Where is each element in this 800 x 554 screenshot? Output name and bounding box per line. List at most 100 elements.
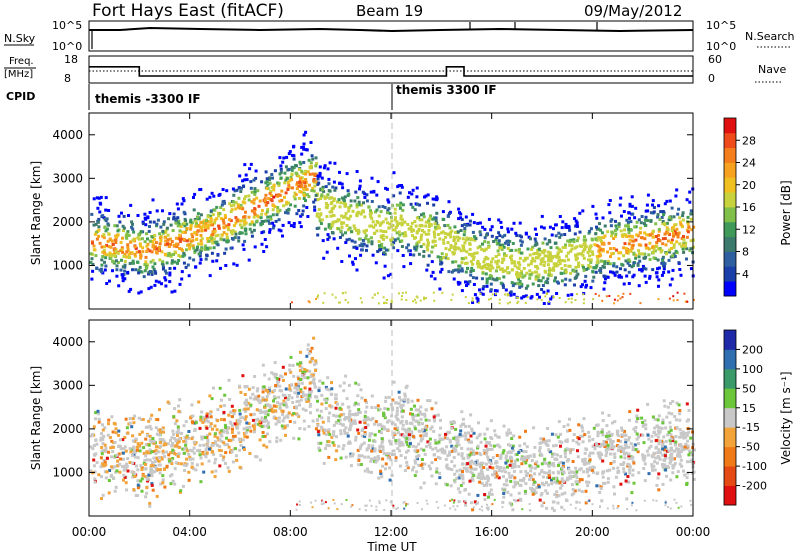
heatmap-cell: [501, 284, 505, 288]
heatmap-cell: [267, 219, 270, 223]
heatmap-cell: [540, 504, 544, 508]
heatmap-cell: [221, 458, 225, 462]
heatmap-cell: [187, 430, 191, 433]
heatmap-cell: [467, 302, 470, 305]
heatmap-cell: [146, 425, 150, 429]
heatmap-cell: [437, 226, 441, 230]
heatmap-cell: [153, 262, 157, 266]
heatmap-cell: [624, 224, 628, 228]
heatmap-cell: [239, 390, 243, 394]
heatmap-cell: [652, 210, 656, 214]
heatmap-cell: [639, 221, 643, 225]
heatmap-cell: [420, 218, 424, 222]
heatmap-cell: [397, 390, 401, 394]
heatmap-cell: [380, 475, 384, 479]
heatmap-cell: [678, 268, 682, 271]
heatmap-cell: [279, 176, 283, 180]
heatmap-cell: [234, 221, 238, 225]
heatmap-cell: [392, 171, 396, 175]
heatmap-cell: [302, 142, 306, 146]
heatmap-cell: [546, 281, 550, 285]
heatmap-cell: [532, 483, 536, 486]
heatmap-cell: [237, 239, 241, 243]
heatmap-cell: [343, 429, 346, 432]
heatmap-cell: [107, 422, 110, 426]
heatmap-cell: [358, 237, 362, 241]
heatmap-cell: [623, 429, 626, 433]
heatmap-cell: [457, 476, 461, 480]
heatmap-cell: [471, 301, 475, 304]
heatmap-cell: [353, 240, 357, 244]
heatmap-cell: [347, 301, 350, 304]
heatmap-cell: [199, 258, 203, 262]
heatmap-cell: [332, 430, 335, 434]
heatmap-cell: [342, 412, 346, 416]
heatmap-cell: [122, 457, 125, 461]
heatmap-cell: [317, 441, 321, 445]
heatmap-cell: [458, 281, 462, 285]
heatmap-cell: [144, 260, 148, 264]
heatmap-cell: [244, 227, 248, 231]
heatmap-cell: [200, 437, 204, 441]
heatmap-cell: [470, 266, 474, 270]
heatmap-cell: [100, 270, 104, 274]
heatmap-cell: [200, 242, 204, 246]
heatmap-cell: [448, 440, 452, 444]
heatmap-cell: [425, 297, 427, 300]
heatmap-cell: [348, 409, 352, 413]
heatmap-cell: [544, 461, 548, 465]
heatmap-cell: [481, 242, 484, 246]
heatmap-cell: [89, 445, 93, 449]
heatmap-cell: [431, 245, 434, 249]
heatmap-cell: [299, 162, 303, 166]
heatmap-cell: [530, 459, 534, 462]
heatmap-cell: [557, 464, 560, 467]
heatmap-cell: [624, 433, 628, 437]
heatmap-cell: [641, 236, 645, 240]
heatmap-cell: [326, 237, 330, 241]
heatmap-cell: [222, 221, 226, 225]
heatmap-cell: [126, 230, 130, 234]
heatmap-cell: [485, 284, 489, 288]
heatmap-cell: [203, 436, 207, 440]
heatmap-cell: [489, 264, 493, 268]
heatmap-cell: [636, 262, 640, 266]
heatmap-cell: [277, 181, 281, 185]
heatmap-cell: [152, 220, 156, 224]
heatmap-cell: [262, 443, 266, 447]
heatmap-cell: [297, 382, 301, 386]
heatmap-cell: [285, 405, 289, 409]
heatmap-cell: [482, 484, 486, 487]
heatmap-cell: [94, 417, 97, 421]
heatmap-cell: [612, 264, 616, 268]
heatmap-cell: [415, 242, 419, 246]
heatmap-cell: [417, 463, 421, 467]
heatmap-cell: [248, 425, 252, 429]
heatmap-cell: [442, 256, 446, 259]
heatmap-cell: [352, 224, 356, 228]
heatmap-cell: [446, 454, 450, 458]
heatmap-cell: [126, 431, 130, 435]
heatmap-cell: [629, 220, 633, 224]
heatmap-cell: [530, 247, 534, 251]
heatmap-cell: [321, 381, 325, 385]
heatmap-cell: [542, 226, 546, 230]
heatmap-cell: [158, 245, 161, 249]
heatmap-cell: [173, 243, 177, 247]
heatmap-cell: [332, 199, 336, 203]
heatmap-cell: [143, 240, 147, 244]
heatmap-cell: [308, 165, 312, 169]
heatmap-cell: [628, 238, 632, 242]
heatmap-cell: [476, 297, 480, 301]
heatmap-cell: [302, 147, 306, 151]
heatmap-cell: [289, 175, 293, 179]
heatmap-cell: [272, 183, 276, 187]
heatmap-cell: [222, 404, 226, 408]
heatmap-cell: [434, 441, 438, 445]
heatmap-cell: [324, 400, 328, 404]
heatmap-cell: [199, 418, 203, 422]
heatmap-cell: [510, 437, 514, 440]
heatmap-cell: [107, 223, 111, 227]
heatmap-cell: [497, 241, 501, 245]
heatmap-cell: [444, 482, 448, 486]
